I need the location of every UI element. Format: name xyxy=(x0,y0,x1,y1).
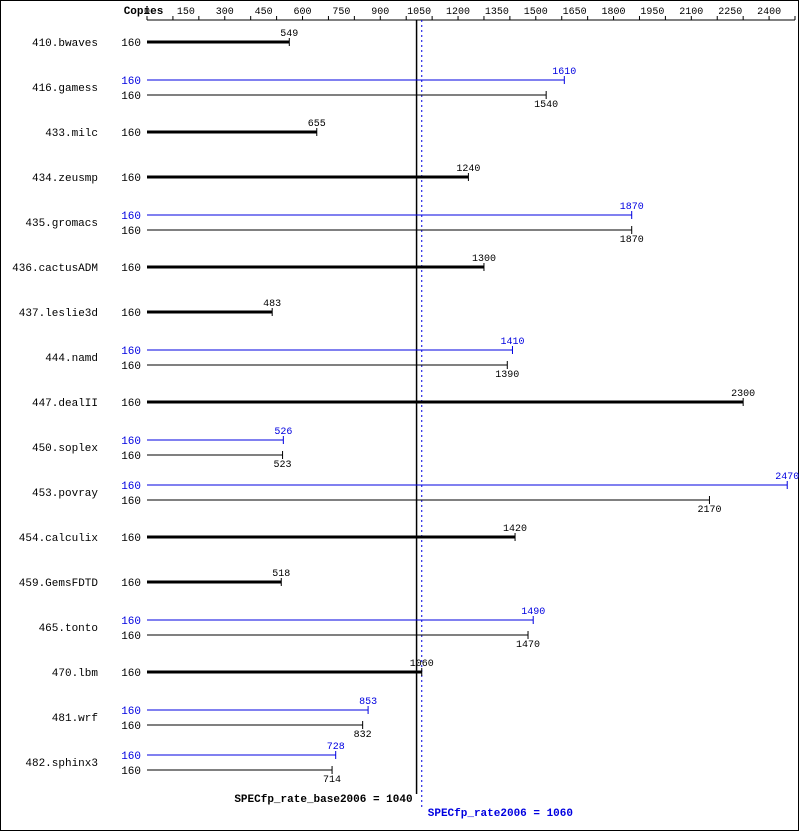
benchmark-name: 436.cactusADM xyxy=(12,263,98,275)
peak-value: 2470 xyxy=(775,472,799,483)
x-axis-tick-label: 750 xyxy=(332,7,350,18)
x-axis-tick-label: 2100 xyxy=(679,7,703,18)
base-value: 1300 xyxy=(472,254,496,265)
benchmark-name: 450.soplex xyxy=(32,443,98,455)
copies-base: 160 xyxy=(121,308,141,320)
base-value: 1240 xyxy=(456,164,480,175)
benchmark-name: 444.namd xyxy=(45,353,98,365)
copies-peak: 160 xyxy=(121,211,141,223)
copies-base: 160 xyxy=(121,263,141,275)
copies-header: Copies xyxy=(124,6,164,18)
x-axis-tick-label: 1950 xyxy=(640,7,664,18)
benchmark-name: 447.dealII xyxy=(32,398,98,410)
base-value: 655 xyxy=(308,119,326,130)
copies-base: 160 xyxy=(121,128,141,140)
x-axis-tick-label: 1050 xyxy=(407,7,431,18)
peak-value: 526 xyxy=(274,427,292,438)
copies-peak: 160 xyxy=(121,751,141,763)
peak-value: 1610 xyxy=(552,67,576,78)
x-axis-tick-label: 450 xyxy=(255,7,273,18)
benchmark-name: 435.gromacs xyxy=(25,218,98,230)
peak-value: 728 xyxy=(327,742,345,753)
copies-peak: 160 xyxy=(121,616,141,628)
copies-base: 160 xyxy=(121,631,141,643)
benchmark-name: 470.lbm xyxy=(52,668,99,680)
base-value: 549 xyxy=(280,29,298,40)
copies-base: 160 xyxy=(121,533,141,545)
copies-base: 160 xyxy=(121,226,141,238)
x-axis-tick-label: 1500 xyxy=(524,7,548,18)
x-axis-tick-label: 2250 xyxy=(718,7,742,18)
copies-base: 160 xyxy=(121,721,141,733)
copies-peak: 160 xyxy=(121,706,141,718)
base-value: 714 xyxy=(323,775,341,786)
copies-peak: 160 xyxy=(121,76,141,88)
chart-background xyxy=(0,0,799,831)
copies-base: 160 xyxy=(121,496,141,508)
x-axis-tick-label: 150 xyxy=(177,7,195,18)
base-value: 2170 xyxy=(697,505,721,516)
peak-value: 853 xyxy=(359,697,377,708)
benchmark-name: 437.leslie3d xyxy=(19,308,98,320)
copies-base: 160 xyxy=(121,578,141,590)
base-value: 518 xyxy=(272,569,290,580)
copies-peak: 160 xyxy=(121,346,141,358)
base-value: 1060 xyxy=(410,659,434,670)
peak-value: 1410 xyxy=(500,337,524,348)
base-value: 1470 xyxy=(516,640,540,651)
benchmark-name: 416.gamess xyxy=(32,83,98,95)
copies-peak: 160 xyxy=(121,481,141,493)
base-value: 1540 xyxy=(534,100,558,111)
benchmark-name: 453.povray xyxy=(32,488,98,500)
benchmark-name: 481.wrf xyxy=(52,713,98,725)
copies-base: 160 xyxy=(121,361,141,373)
copies-base: 160 xyxy=(121,451,141,463)
x-axis-tick-label: 600 xyxy=(294,7,312,18)
copies-base: 160 xyxy=(121,173,141,185)
copies-base: 160 xyxy=(121,398,141,410)
x-axis-tick-label: 1800 xyxy=(602,7,626,18)
base-value: 2300 xyxy=(731,389,755,400)
specrate-chart: 0150300450600750900105012001350150016501… xyxy=(0,0,799,831)
base-value: 1870 xyxy=(620,235,644,246)
base-value: 1420 xyxy=(503,524,527,535)
copies-base: 160 xyxy=(121,38,141,50)
x-axis-tick-label: 900 xyxy=(371,7,389,18)
benchmark-name: 459.GemsFDTD xyxy=(19,578,99,590)
base-value: 483 xyxy=(263,299,281,310)
base-value: 832 xyxy=(354,730,372,741)
copies-base: 160 xyxy=(121,91,141,103)
footer-base-label: SPECfp_rate_base2006 = 1040 xyxy=(234,794,412,806)
x-axis-tick-label: 1650 xyxy=(563,7,587,18)
copies-base: 160 xyxy=(121,766,141,778)
benchmark-name: 482.sphinx3 xyxy=(25,758,98,770)
base-value: 523 xyxy=(274,460,292,471)
copies-base: 160 xyxy=(121,668,141,680)
base-value: 1390 xyxy=(495,370,519,381)
benchmark-name: 454.calculix xyxy=(19,533,99,545)
benchmark-name: 433.milc xyxy=(45,128,98,140)
footer-peak-label: SPECfp_rate2006 = 1060 xyxy=(428,808,573,820)
x-axis-tick-label: 2400 xyxy=(757,7,781,18)
x-axis-tick-label: 1200 xyxy=(446,7,470,18)
peak-value: 1490 xyxy=(521,607,545,618)
x-axis-tick-label: 300 xyxy=(216,7,234,18)
benchmark-name: 434.zeusmp xyxy=(32,173,98,185)
peak-value: 1870 xyxy=(620,202,644,213)
benchmark-name: 410.bwaves xyxy=(32,38,98,50)
benchmark-name: 465.tonto xyxy=(39,623,98,635)
x-axis-tick-label: 1350 xyxy=(485,7,509,18)
copies-peak: 160 xyxy=(121,436,141,448)
